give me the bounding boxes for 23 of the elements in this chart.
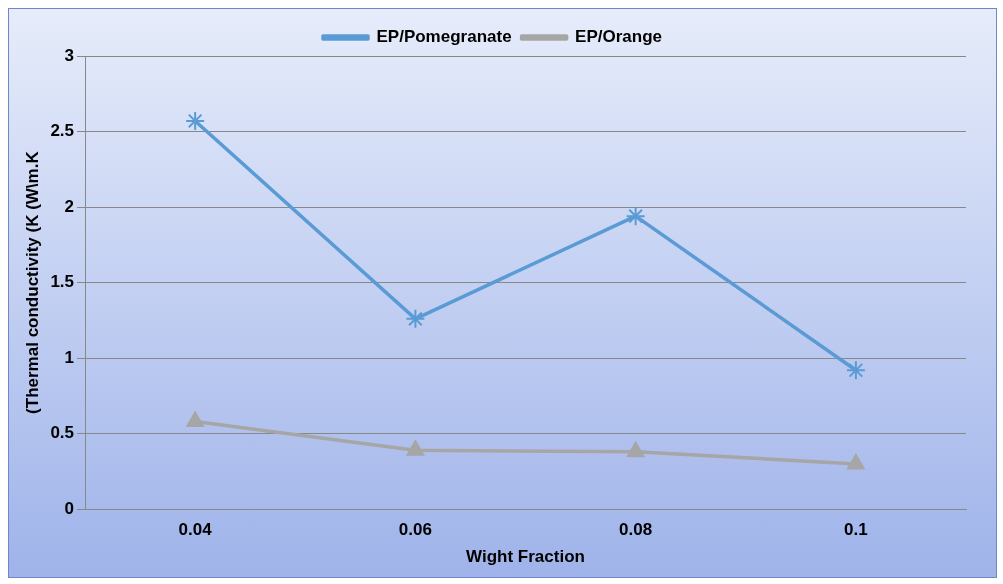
y-tick-label: 2	[64, 196, 75, 216]
y-tick-label: 0.5	[50, 423, 75, 443]
x-tick-label: 0.04	[178, 520, 213, 540]
point	[406, 440, 425, 456]
y-tick-label: 3	[64, 45, 75, 65]
x-tick-label: 0.08	[619, 520, 653, 540]
point	[847, 453, 865, 470]
point	[185, 110, 206, 131]
x-tick-label: 0.1	[844, 520, 868, 540]
y-tick-label: 1.5	[50, 272, 75, 292]
y-tick-label: 2.5	[50, 121, 75, 141]
point	[625, 206, 646, 227]
point	[626, 441, 645, 458]
y-axis-title: (Thermal conductivity (K (W\m.K	[22, 150, 42, 414]
legend-label: EP/Orange	[575, 27, 663, 47]
legend-label: EP/Pomegranate	[376, 27, 512, 47]
y-tick-label: 1	[64, 347, 75, 367]
point	[845, 360, 866, 381]
x-tick-label: 0.06	[398, 520, 432, 540]
x-axis-title: Wight Fraction	[466, 547, 585, 567]
point	[186, 411, 204, 428]
point	[405, 308, 426, 329]
y-tick-label: 0	[64, 498, 75, 518]
